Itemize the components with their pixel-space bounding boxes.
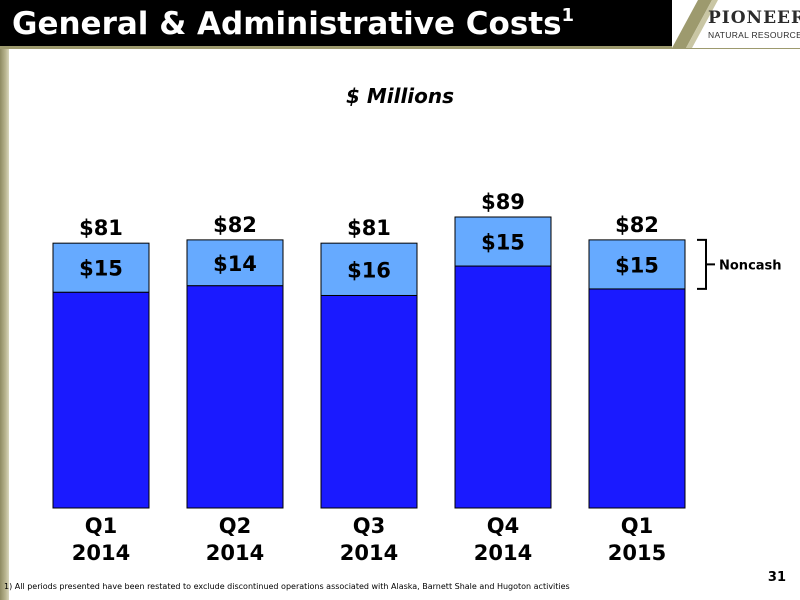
segment-label-5: $15 xyxy=(615,253,659,277)
bar-cash-3 xyxy=(320,294,418,509)
page-number: 31 xyxy=(767,570,786,585)
x-tick-label-2-line-2: 2014 xyxy=(206,541,264,565)
bar-cash-2 xyxy=(186,285,284,509)
segment-label-3: $16 xyxy=(347,258,391,282)
bar-noncash-5 xyxy=(588,239,686,290)
left-decorative-strip xyxy=(0,0,9,600)
x-tick-label-5-line-2: 2015 xyxy=(608,541,666,565)
slide-title: General & Administrative Costs1 xyxy=(12,4,574,44)
x-tick-label-2-line-1: Q2 xyxy=(219,514,251,538)
bar-cash-1 xyxy=(52,291,150,509)
company-logo: PIONEER NATURAL RESOURCES xyxy=(672,0,800,48)
slide-title-text: General & Administrative Costs xyxy=(12,6,562,42)
header-accent-line xyxy=(0,46,800,49)
footnote: 1) All periods presented have been resta… xyxy=(4,582,570,591)
x-tick-label-5-line-1: Q1 xyxy=(621,514,653,538)
total-label-4: $89 xyxy=(481,190,525,214)
logo-name: PIONEER xyxy=(708,8,800,28)
bar-noncash-3 xyxy=(320,242,418,296)
slide-header: General & Administrative Costs1 PIONEER … xyxy=(0,0,800,50)
x-tick-label-1-line-1: Q1 xyxy=(85,514,117,538)
logo-subname: NATURAL RESOURCES xyxy=(708,30,800,40)
logo-mark-icon xyxy=(672,0,718,48)
header-bar xyxy=(0,0,800,46)
x-tick-label-3-line-2: 2014 xyxy=(340,541,398,565)
bar-noncash-2 xyxy=(186,239,284,287)
x-tick-label-4-line-2: 2014 xyxy=(474,541,532,565)
total-label-3: $81 xyxy=(347,216,391,240)
bar-cash-5 xyxy=(588,288,686,509)
noncash-bracket xyxy=(697,238,715,290)
segment-label-4: $15 xyxy=(481,231,525,255)
x-tick-label-4-line-1: Q4 xyxy=(487,514,519,538)
bar-noncash-1 xyxy=(52,242,150,293)
total-label-2: $82 xyxy=(213,213,257,237)
chart-title: $ Millions xyxy=(345,84,455,108)
x-tick-label-1-line-2: 2014 xyxy=(72,541,130,565)
x-tick-label-3-line-1: Q3 xyxy=(353,514,385,538)
total-label-1: $81 xyxy=(79,216,123,240)
total-label-5: $82 xyxy=(615,213,659,237)
title-footnote-marker: 1 xyxy=(561,5,575,26)
bar-cash-4 xyxy=(454,265,552,509)
segment-label-2: $14 xyxy=(213,252,257,276)
segment-label-1: $15 xyxy=(79,257,123,281)
bar-noncash-4 xyxy=(454,216,552,267)
noncash-annotation-label: Noncash xyxy=(719,258,782,273)
